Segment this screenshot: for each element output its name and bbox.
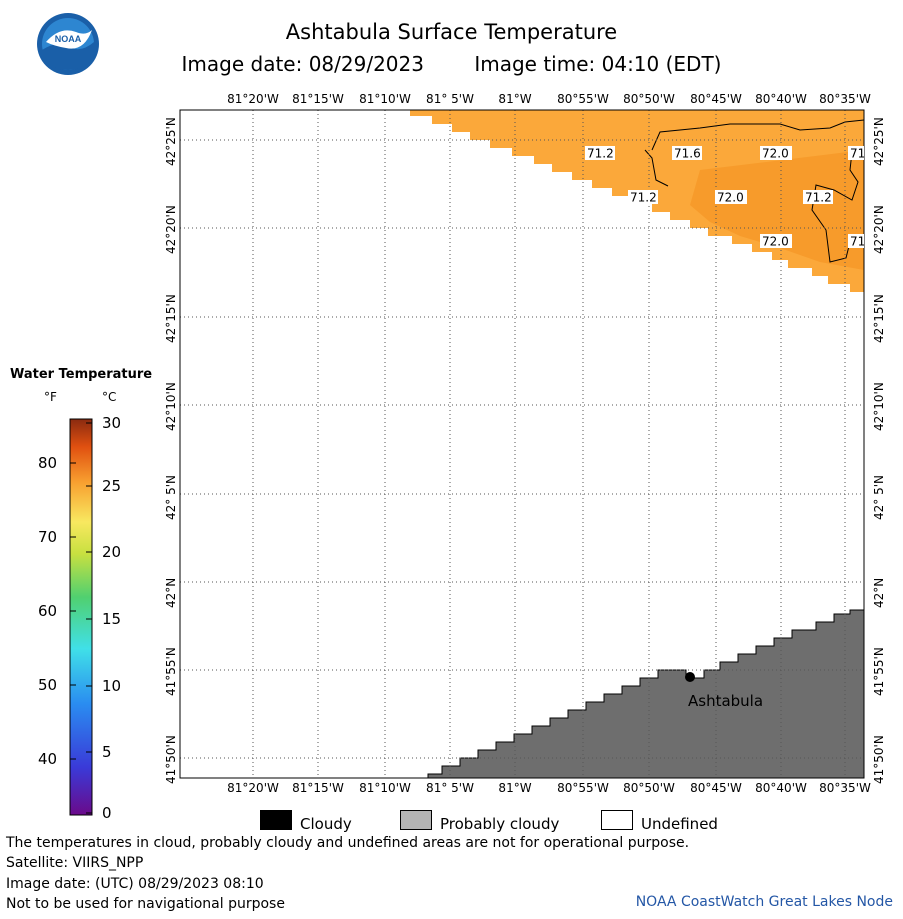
lon-label-bottom: 81°20'W — [227, 781, 279, 795]
legend-title: Water Temperature — [10, 367, 153, 382]
lat-label-right: 41°50'N — [872, 735, 886, 784]
logo-text: NOAA — [55, 34, 82, 44]
image-datetime: Image date: 08/29/2023 Image time: 04:10… — [0, 52, 903, 76]
lat-label-right: 42°20'N — [872, 205, 886, 254]
lon-label-bottom: 80°40'W — [755, 781, 807, 795]
unit-celsius: °C — [102, 390, 117, 404]
temp-label-box — [848, 146, 864, 160]
temp-label-box — [848, 234, 864, 248]
lon-label-top: 80°45'W — [690, 92, 742, 106]
lon-label-bottom: 80°55'W — [557, 781, 609, 795]
temp-label: 72.0 — [762, 147, 789, 161]
lon-label-top: 81°W — [498, 92, 532, 106]
temp-label-box — [672, 146, 702, 160]
footer-utc-date: Image date: (UTC) 08/29/2023 08:10 — [6, 876, 264, 892]
legend-swatch — [601, 810, 633, 830]
lat-label-right: 42°N — [872, 577, 886, 608]
legend-tick-f: 80 — [38, 454, 58, 472]
lon-label-top: 80°35'W — [819, 92, 871, 106]
lon-label-bottom: 81°15'W — [292, 781, 344, 795]
legend-tick-f: 40 — [38, 750, 58, 768]
city-label: Ashtabula — [688, 692, 764, 710]
temp-label-box — [760, 146, 792, 160]
lat-label-right: 42°10'N — [872, 382, 886, 431]
lat-label-left: 41°55'N — [164, 647, 178, 696]
legend-swatch — [260, 810, 292, 830]
lon-label-top: 80°50'W — [623, 92, 675, 106]
lon-label-top: 80°55'W — [557, 92, 609, 106]
temp-label-box — [715, 190, 747, 204]
lon-label-bottom: 80°50'W — [623, 781, 675, 795]
footer-note: The temperatures in cloud, probably clou… — [6, 835, 690, 851]
color-scale-bar — [69, 418, 93, 816]
temp-label-box — [760, 234, 792, 248]
legend-tick-c: 30 — [102, 414, 122, 432]
map-frame — [179, 109, 865, 779]
legend-tick-c: 0 — [102, 804, 112, 822]
legend-tick-f: 50 — [38, 676, 58, 694]
image-time: Image time: 04:10 (EDT) — [474, 52, 722, 76]
legend-tick-c: 10 — [102, 677, 122, 695]
temp-label-box — [628, 190, 658, 204]
lat-label-left: 41°50'N — [164, 735, 178, 784]
lon-label-top: 81°10'W — [359, 92, 411, 106]
legend-tick-f: 60 — [38, 602, 58, 620]
image-date: Image date: 08/29/2023 — [181, 52, 424, 76]
legend-item-label: Probably cloudy — [440, 815, 560, 833]
city-marker — [685, 672, 695, 682]
footer-satellite: Satellite: VIIRS_NPP — [6, 855, 144, 871]
lon-label-top: 81°20'W — [227, 92, 279, 106]
lat-label-left: 42°15'N — [164, 294, 178, 343]
lat-label-left: 42°N — [164, 577, 178, 608]
shoreline — [651, 119, 864, 151]
noaa-logo: NOAA — [37, 13, 99, 75]
lon-label-top: 81° 5'W — [426, 92, 474, 106]
temp-label-box — [803, 190, 833, 204]
lon-label-top: 80°40'W — [755, 92, 807, 106]
temp-label: 71.2 — [587, 147, 614, 161]
temp-label: 71.2 — [805, 191, 832, 205]
graticule — [180, 110, 864, 778]
credit-link[interactable]: NOAA CoastWatch Great Lakes Node — [635, 894, 893, 910]
lat-label-left: 42°25'N — [164, 117, 178, 166]
temp-label: 71.2 — [630, 191, 657, 205]
footer-nav-warning: Not to be used for navigational purpose — [6, 896, 285, 912]
lat-label-right: 42°25'N — [872, 117, 886, 166]
unit-fahrenheit: °F — [44, 390, 57, 404]
map-title: Ashtabula Surface Temperature — [285, 20, 618, 44]
lat-label-left: 42°10'N — [164, 382, 178, 431]
temp-label: 71.6 — [674, 147, 701, 161]
legend-tick-c: 15 — [102, 610, 122, 628]
temp-label: 72.0 — [762, 235, 789, 249]
shoreline-3 — [811, 149, 864, 263]
lat-label-right: 41°55'N — [872, 647, 886, 696]
lon-label-top: 81°15'W — [292, 92, 344, 106]
legend-item-label: Cloudy — [300, 815, 352, 833]
lon-label-bottom: 81°10'W — [359, 781, 411, 795]
temp-label: 72.0 — [717, 191, 744, 205]
temp-label: 71 — [850, 147, 865, 161]
lat-label-left: 42°20'N — [164, 205, 178, 254]
lat-label-right: 42° 5'N — [872, 475, 886, 520]
legend-tick-c: 5 — [102, 743, 112, 761]
lon-label-bottom: 80°35'W — [819, 781, 871, 795]
legend-item-label: Undefined — [641, 815, 718, 833]
temp-label-box — [585, 146, 615, 160]
lat-label-left: 42° 5'N — [164, 475, 178, 520]
lon-label-bottom: 80°45'W — [690, 781, 742, 795]
legend-tick-f: 70 — [38, 528, 58, 546]
lon-label-bottom: 81° 5'W — [426, 781, 474, 795]
warmer-water-patch — [690, 150, 864, 270]
legend-swatch — [400, 810, 432, 830]
lon-label-bottom: 81°W — [498, 781, 532, 795]
legend-tick-c: 25 — [102, 477, 122, 495]
temp-label: 71 — [850, 235, 865, 249]
legend-tick-c: 20 — [102, 543, 122, 561]
lat-label-right: 42°15'N — [872, 294, 886, 343]
